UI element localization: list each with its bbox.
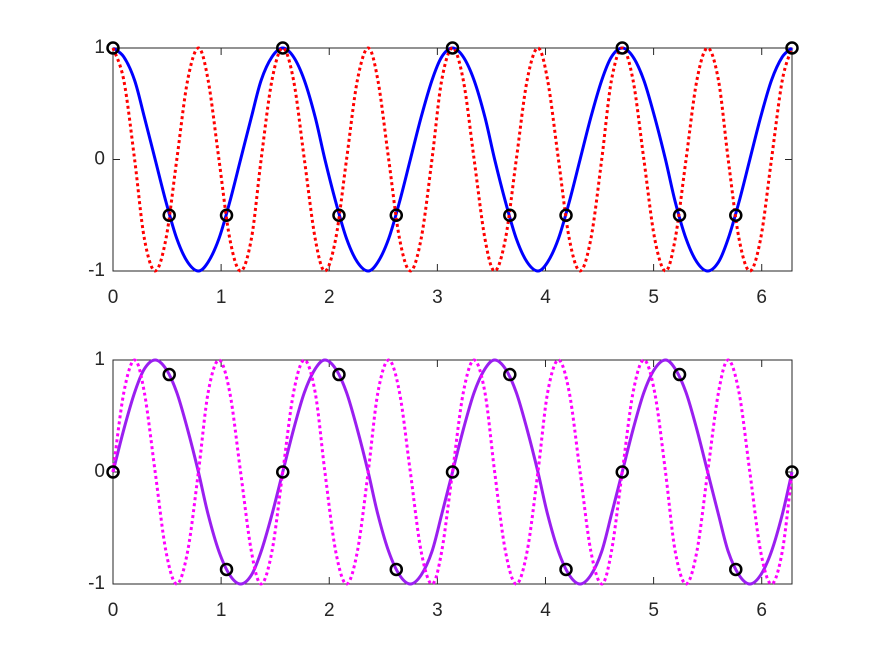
y-tick-label: -1 <box>88 573 105 594</box>
marker <box>672 208 687 222</box>
marker <box>445 465 460 479</box>
marker <box>106 465 120 479</box>
series-line <box>111 358 794 586</box>
marker <box>219 562 234 577</box>
y-tick-label: 0 <box>94 149 105 170</box>
marker <box>162 367 176 382</box>
y-tick-label: 1 <box>94 37 105 58</box>
x-tick-label: 2 <box>324 600 335 621</box>
marker <box>729 208 743 222</box>
x-tick-label: 1 <box>216 600 227 621</box>
x-tick-label: 2 <box>324 287 335 308</box>
y-tick-label: 0 <box>94 461 105 482</box>
marker <box>162 208 176 222</box>
marker <box>445 41 460 55</box>
marker <box>785 41 799 55</box>
axes-box <box>112 47 793 272</box>
marker <box>615 41 629 55</box>
marker <box>389 562 404 577</box>
x-tick-label: 4 <box>540 287 551 308</box>
x-tick-label: 0 <box>108 600 119 621</box>
x-tick-label: 5 <box>648 287 659 308</box>
marker <box>332 367 346 382</box>
marker <box>389 208 404 222</box>
x-tick-label: 4 <box>540 600 551 621</box>
x-tick-label: 3 <box>432 600 443 621</box>
x-tick-label: 5 <box>648 600 659 621</box>
x-tick-label: 1 <box>216 287 227 308</box>
marker <box>672 367 687 382</box>
marker <box>219 208 234 222</box>
marker <box>559 562 573 577</box>
x-tick-label: 6 <box>756 600 767 621</box>
marker <box>106 41 120 55</box>
marker <box>503 367 517 382</box>
y-tick-label: -1 <box>88 260 105 281</box>
series-line <box>111 358 794 586</box>
marker <box>276 465 290 479</box>
marker <box>276 41 290 55</box>
series-line <box>111 46 794 273</box>
x-tick-label: 0 <box>108 287 119 308</box>
y-tick-label: 1 <box>94 349 105 370</box>
marker <box>729 562 743 577</box>
marker <box>332 208 346 222</box>
marker <box>615 465 629 479</box>
marker <box>559 208 573 222</box>
x-tick-label: 3 <box>432 287 443 308</box>
x-tick-label: 6 <box>756 287 767 308</box>
marker <box>785 465 799 479</box>
marker <box>503 208 517 222</box>
